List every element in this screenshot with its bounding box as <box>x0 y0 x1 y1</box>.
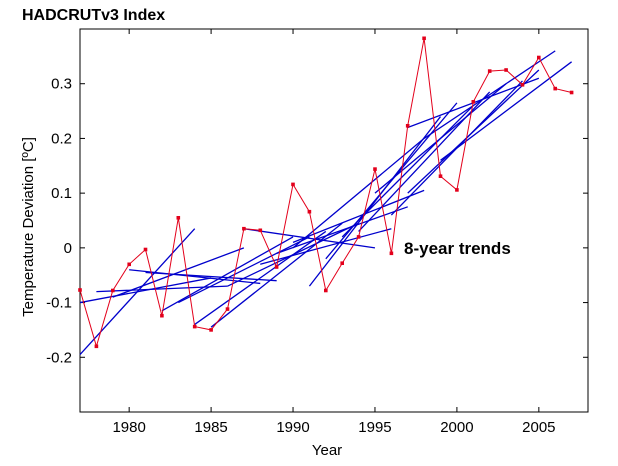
x-axis: 1980 1985 1990 1995 2000 2005 <box>112 29 556 436</box>
trend-line <box>145 271 277 282</box>
data-point <box>192 324 197 329</box>
data-point <box>537 55 541 60</box>
x-tick-label: 1980 <box>112 419 145 436</box>
data-point <box>356 235 361 239</box>
data-series <box>78 36 574 349</box>
y-axis-label: Temperature Deviation [ºC] <box>20 137 37 317</box>
data-point <box>389 251 394 256</box>
plot-frame <box>79 28 589 413</box>
data-point <box>258 228 263 233</box>
data-point <box>471 100 476 104</box>
trend-line <box>178 236 310 304</box>
annotation: 8-year trends <box>404 239 511 258</box>
trend-line <box>243 228 376 249</box>
data-point <box>373 167 377 171</box>
data-point <box>438 174 443 178</box>
data-point <box>209 328 213 332</box>
trend-line <box>79 277 212 304</box>
chart-title: HADCRUTv3 Index <box>22 7 165 24</box>
trend-line <box>194 230 327 325</box>
y-tick-label: -0.2 <box>46 349 72 366</box>
trend-line <box>292 137 425 249</box>
x-axis-label: Year <box>312 442 342 459</box>
trend-line <box>308 116 442 287</box>
data-point <box>569 90 574 95</box>
trend-line <box>440 61 573 161</box>
trend-lines <box>79 50 573 355</box>
y-tick-label: 0 <box>64 240 72 257</box>
trend-line <box>325 102 458 260</box>
y-tick-label: -0.1 <box>46 295 72 312</box>
y-axis: -0.2 -0.1 0 0.1 0.2 0.3 <box>46 76 588 366</box>
trend-line <box>112 247 245 298</box>
trend-line <box>161 236 294 312</box>
x-tick-label: 2000 <box>440 419 473 436</box>
data-point <box>520 83 525 87</box>
data-point <box>504 68 508 72</box>
trend-line <box>96 285 228 293</box>
data-point <box>225 307 230 311</box>
data-point <box>340 261 344 265</box>
y-tick-label: 0.3 <box>51 76 72 93</box>
data-point <box>405 124 410 128</box>
data-point <box>422 36 426 41</box>
data-point <box>94 344 99 349</box>
data-point <box>143 247 148 252</box>
y-tick-label: 0.1 <box>51 185 72 202</box>
trend-line <box>227 222 359 287</box>
trend-line <box>292 189 425 243</box>
data-point <box>127 262 131 267</box>
trend-line <box>260 228 392 265</box>
series-line <box>79 38 572 349</box>
data-point <box>274 265 279 269</box>
trend-line <box>407 69 540 194</box>
y-tick-label: 0.2 <box>51 130 72 147</box>
data-point <box>487 69 492 73</box>
data-point <box>242 226 246 231</box>
data-point <box>78 288 82 292</box>
data-point <box>553 86 557 91</box>
data-point <box>176 216 181 220</box>
trend-line <box>210 222 343 328</box>
trend-line <box>358 91 491 232</box>
trend-line <box>276 206 408 254</box>
data-point <box>111 288 115 293</box>
data-point <box>324 288 328 293</box>
x-tick-label: 1990 <box>276 419 309 436</box>
data-point <box>160 313 164 318</box>
x-tick-label: 1995 <box>358 419 391 436</box>
x-tick-label: 1985 <box>194 419 227 436</box>
x-tick-label: 2005 <box>522 419 555 436</box>
trend-line <box>423 50 556 139</box>
data-point <box>291 182 295 187</box>
data-point <box>455 188 459 192</box>
trend-line <box>374 83 507 194</box>
data-point <box>307 209 312 214</box>
